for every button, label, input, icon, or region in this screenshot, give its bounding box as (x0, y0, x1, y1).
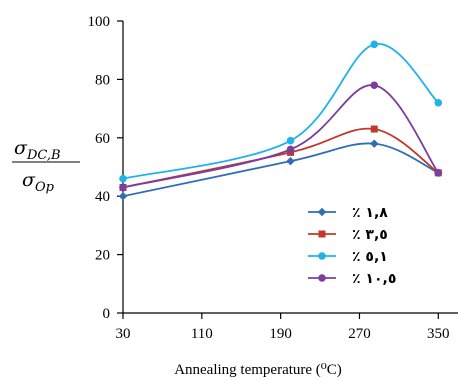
data-point (434, 169, 443, 177)
data-point (118, 192, 128, 201)
legend-label: ٪ ٥,١ (352, 249, 388, 265)
axes (122, 21, 458, 314)
legend-label: ٪ ١٠,٥ (352, 271, 396, 287)
x-tick-label: 30 (116, 326, 131, 342)
legend: ٪ ١,٨ ٪ ٣,٥ ٪ ٥,١ ٪ ١٠,٥ (308, 205, 396, 287)
data-point (119, 183, 127, 192)
y-tick-label: 80 (95, 72, 110, 88)
series-3 (119, 40, 443, 183)
data-point (119, 174, 127, 183)
legend-label: ٪ ١,٨ (352, 205, 388, 221)
data-point (370, 40, 379, 49)
legend-entry: ٪ ٣,٥ (308, 227, 388, 243)
y-label-numerator: σDC,B (14, 137, 61, 163)
data-point (434, 98, 443, 107)
y-tick-label: 100 (88, 14, 111, 30)
series-line (122, 84, 440, 189)
series-1 (118, 139, 443, 201)
legend-label: ٪ ٣,٥ (352, 227, 388, 243)
legend-entry: ٪ ١٠,٥ (308, 271, 396, 287)
legend-marker (318, 252, 326, 260)
data-point (370, 81, 379, 90)
x-tick-label: 190 (269, 326, 292, 342)
x-axis-label: Annealing temperature (⁰C) (174, 362, 342, 378)
series-line (122, 142, 439, 198)
y-ticks: 0 20 40 60 80 100 (88, 14, 123, 322)
data-point (286, 156, 295, 166)
legend-marker (317, 207, 327, 217)
y-axis-label: σDC,B σOp (12, 137, 80, 195)
data-point (370, 125, 378, 133)
x-tick-label: 350 (427, 326, 450, 342)
legend-marker (318, 230, 326, 238)
series-2 (119, 125, 442, 191)
data-point (286, 136, 295, 145)
data-point (370, 139, 379, 148)
legend-entry: ٪ ١,٨ (308, 205, 388, 221)
y-label-denominator: σOp (22, 169, 55, 195)
x-ticks: 30 110 190 270 350 (116, 313, 450, 342)
y-tick-label: 40 (95, 189, 110, 205)
series-line (122, 43, 439, 180)
y-tick-label: 20 (95, 248, 110, 264)
series-4 (119, 81, 443, 192)
y-tick-label: 0 (103, 306, 111, 322)
legend-entry: ٪ ٥,١ (308, 249, 388, 265)
y-tick-label: 60 (95, 131, 110, 147)
series-layer (118, 40, 443, 201)
x-tick-label: 270 (348, 326, 371, 342)
legend-marker (318, 274, 326, 282)
data-point (286, 145, 295, 154)
x-tick-label: 110 (191, 326, 213, 342)
